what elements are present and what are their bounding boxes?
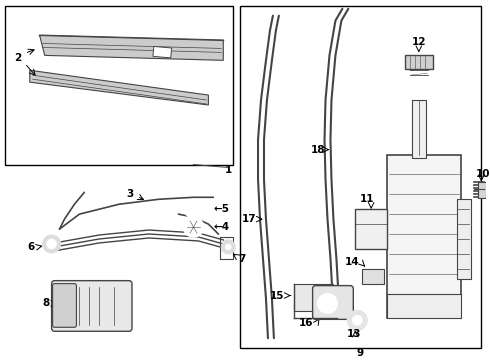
Text: 14: 14 xyxy=(344,257,359,267)
Text: 1: 1 xyxy=(224,165,232,175)
Text: ←5: ←5 xyxy=(213,204,229,214)
Circle shape xyxy=(225,244,231,250)
Circle shape xyxy=(352,315,362,325)
Bar xyxy=(405,55,433,69)
Bar xyxy=(387,293,462,318)
Text: 11: 11 xyxy=(360,194,374,204)
Text: 2: 2 xyxy=(14,53,22,63)
Circle shape xyxy=(47,239,56,249)
Bar xyxy=(387,154,462,318)
FancyBboxPatch shape xyxy=(313,285,353,319)
Text: 18: 18 xyxy=(311,145,325,155)
Bar xyxy=(294,284,334,311)
Bar xyxy=(5,6,233,165)
Bar xyxy=(412,100,426,158)
Bar xyxy=(153,46,172,58)
Circle shape xyxy=(43,235,61,253)
Bar xyxy=(457,199,471,279)
Text: 7: 7 xyxy=(238,254,245,264)
Text: 17: 17 xyxy=(242,214,256,224)
Polygon shape xyxy=(30,70,208,105)
FancyBboxPatch shape xyxy=(51,281,132,331)
FancyBboxPatch shape xyxy=(52,284,76,327)
Text: 9: 9 xyxy=(357,348,364,358)
Bar xyxy=(362,269,384,284)
Text: 15: 15 xyxy=(270,291,284,301)
Circle shape xyxy=(184,217,203,237)
Circle shape xyxy=(221,240,235,254)
Circle shape xyxy=(347,310,367,330)
Text: 16: 16 xyxy=(299,318,314,328)
Circle shape xyxy=(185,200,202,218)
Bar xyxy=(355,209,387,249)
Polygon shape xyxy=(40,36,223,60)
Text: 8: 8 xyxy=(42,298,49,309)
Text: 13: 13 xyxy=(347,329,362,339)
Text: 3: 3 xyxy=(127,189,134,199)
Text: ←4: ←4 xyxy=(213,222,229,232)
Circle shape xyxy=(318,293,338,314)
Text: 6: 6 xyxy=(27,242,35,252)
Text: 12: 12 xyxy=(412,37,426,48)
Bar xyxy=(478,183,486,198)
Bar xyxy=(240,6,481,348)
Text: 10: 10 xyxy=(476,170,490,180)
